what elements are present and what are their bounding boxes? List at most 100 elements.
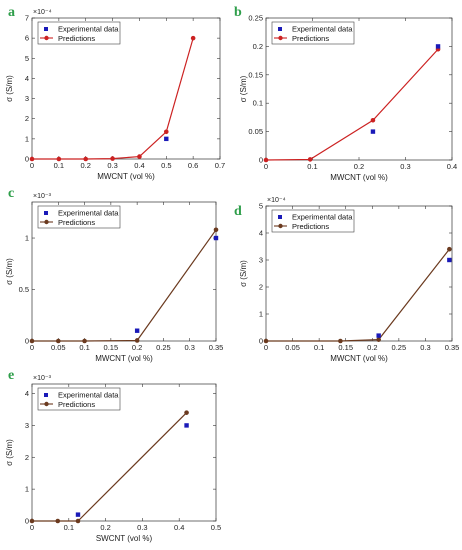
prediction-point xyxy=(213,227,219,233)
legend-label-predictions: Predictions xyxy=(292,34,329,43)
y-tick-label: 5 xyxy=(259,202,263,211)
x-tick-label: 0.2 xyxy=(100,523,110,532)
panel-d: d 0 0.05 0.1 0.15 0.2 0.25 0.3 0.35 0 1 2 3 4 5 ×10⁻⁴ MW… xyxy=(234,197,459,363)
x-tick-label: 0.4 xyxy=(134,161,144,170)
y-axis-label: σ (S/m) xyxy=(5,439,14,466)
x-tick-label: 0.5 xyxy=(161,161,171,170)
y-tick-label: 6 xyxy=(25,34,29,43)
y-tick-label: 2 xyxy=(25,114,29,123)
x-tick-label: 0.15 xyxy=(104,343,119,352)
legend-marker-predictions xyxy=(44,401,49,407)
y-axis-label: σ (S/m) xyxy=(5,258,14,285)
x-tick-label: 0.3 xyxy=(137,523,147,532)
y-tick-label: 0 xyxy=(25,517,29,526)
x-tick-label: 0.05 xyxy=(51,343,66,352)
x-tick-label: 0.6 xyxy=(188,161,198,170)
legend-box xyxy=(271,21,355,45)
prediction-point xyxy=(29,518,35,524)
prediction-point xyxy=(56,156,62,162)
prediction-point xyxy=(83,156,89,162)
x-tick-label: 0.2 xyxy=(354,162,364,171)
panel-a: a 0 0.1 0.2 0.3 0.4 0.5 0.6 0.7 0 1 2 3 4 5 6 7 ×10⁻⁴ MWCN… xyxy=(5,5,225,181)
legend-box xyxy=(37,205,121,229)
x-tick-label: 0.4 xyxy=(447,162,457,171)
experimental-point xyxy=(164,136,169,142)
legend-marker-predictions xyxy=(44,219,49,225)
predictions-line xyxy=(265,48,439,161)
x-tick-label: 0.1 xyxy=(314,343,324,352)
experimental-point xyxy=(184,423,189,428)
panel-label: d xyxy=(234,204,242,219)
x-tick-label: 0.25 xyxy=(156,343,171,352)
y-multiplier: ×10⁻⁴ xyxy=(33,9,52,16)
predictions-line xyxy=(266,248,450,342)
x-tick-label: 0 xyxy=(30,523,34,532)
x-axis-label: SWCNT (vol %) xyxy=(96,534,153,543)
legend-box xyxy=(37,387,121,411)
y-tick-label: 4 xyxy=(25,389,29,398)
y-tick-label: 0.05 xyxy=(248,127,263,136)
y-tick-label: 4 xyxy=(25,74,29,83)
y-tick-label: 0.15 xyxy=(248,70,263,79)
legend-marker-predictions xyxy=(278,223,283,229)
experimental-point xyxy=(370,129,376,134)
experimental-point xyxy=(213,235,219,241)
x-tick-label: 0.35 xyxy=(209,343,224,352)
y-axis-label: σ (S/m) xyxy=(239,260,248,287)
x-tick-label: 0.25 xyxy=(392,343,407,352)
legend-label-predictions: Predictions xyxy=(58,218,95,227)
y-tick-label: 3 xyxy=(259,256,263,265)
legend-label-experimental: Experimental data xyxy=(292,213,353,222)
x-axis-label: MWCNT (vol %) xyxy=(330,173,388,182)
y-axis-label: σ (S/m) xyxy=(5,75,14,102)
x-tick-label: 0.4 xyxy=(174,523,184,532)
y-tick-label: 1 xyxy=(25,134,29,143)
prediction-point xyxy=(376,337,381,342)
panel-label: a xyxy=(8,5,15,20)
y-tick-label: 0.1 xyxy=(253,99,263,108)
predictions-line xyxy=(32,229,217,342)
x-tick-label: 0.3 xyxy=(400,162,410,171)
x-tick-label: 0.2 xyxy=(367,343,377,352)
axes-frame xyxy=(265,205,453,342)
x-tick-label: 0.3 xyxy=(184,343,194,352)
y-tick-label: 1 xyxy=(25,234,29,243)
y-tick-label: 5 xyxy=(25,54,29,63)
x-tick-label: 0 xyxy=(30,161,34,170)
prediction-point xyxy=(190,35,196,41)
x-axis-label: MWCNT (vol %) xyxy=(330,354,388,363)
x-axis-label: MWCNT (vol %) xyxy=(97,172,155,181)
experimental-point xyxy=(376,333,381,338)
prediction-point xyxy=(184,410,189,415)
axes-frame xyxy=(31,17,221,160)
y-multiplier: ×10⁻⁴ xyxy=(267,197,286,204)
prediction-point xyxy=(110,156,115,161)
prediction-point xyxy=(55,518,61,524)
prediction-point xyxy=(55,338,61,344)
prediction-point xyxy=(137,154,142,159)
legend-marker-predictions xyxy=(278,35,283,41)
legend-label-experimental: Experimental data xyxy=(58,391,119,400)
prediction-point xyxy=(263,157,269,163)
prediction-point xyxy=(29,338,35,344)
legend-marker-predictions xyxy=(44,35,49,41)
y-tick-label: 1 xyxy=(259,310,263,319)
x-tick-label: 0.05 xyxy=(285,343,300,352)
legend-marker-experimental xyxy=(278,215,282,219)
y-tick-label: 1 xyxy=(25,485,29,494)
prediction-point xyxy=(134,338,140,343)
experimental-point xyxy=(447,257,452,263)
prediction-point xyxy=(82,338,87,344)
legend-label-experimental: Experimental data xyxy=(292,25,353,34)
y-tick-label: 0 xyxy=(25,155,29,164)
predictions-line xyxy=(32,37,194,160)
x-tick-label: 0.35 xyxy=(445,343,460,352)
legend-label-predictions: Predictions xyxy=(58,34,95,43)
y-tick-label: 0.2 xyxy=(253,42,263,51)
legend-label-predictions: Predictions xyxy=(292,222,329,231)
legend-label-experimental: Experimental data xyxy=(58,25,119,34)
x-tick-label: 0.1 xyxy=(307,162,317,171)
legend-marker-experimental xyxy=(44,393,48,397)
experimental-point xyxy=(435,44,441,49)
